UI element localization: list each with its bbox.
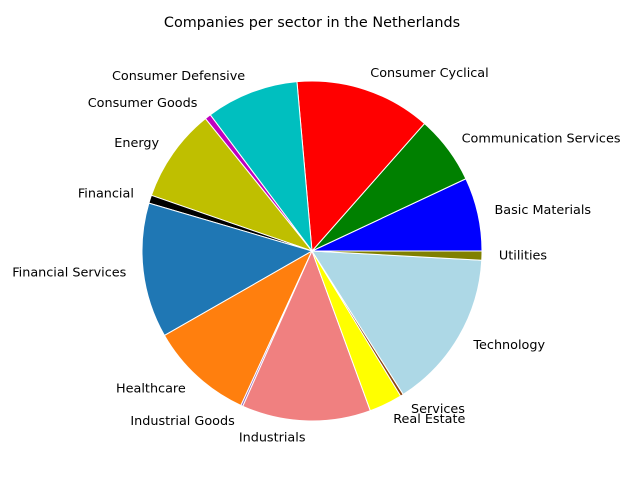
pie-label-financial: Financial bbox=[78, 187, 134, 202]
pie-label-services: Services bbox=[411, 402, 465, 417]
pie-label-basic-materials: Basic Materials bbox=[495, 203, 592, 218]
pie-label-industrial-goods: Industrial Goods bbox=[130, 414, 235, 429]
pie-slice-technology bbox=[311, 250, 483, 395]
pie-slice-energy bbox=[150, 118, 313, 252]
pie-slice-consumer-defensive bbox=[209, 81, 313, 252]
pie-label-communication-services: Communication Services bbox=[462, 131, 621, 146]
pie-slice-financial-services bbox=[141, 202, 313, 336]
pie-slices bbox=[141, 80, 483, 422]
pie-label-consumer-goods: Consumer Goods bbox=[88, 96, 198, 111]
pie-labels: Basic Materials Communication Services Con… bbox=[12, 66, 621, 446]
pie-slice-utilities bbox=[311, 250, 483, 261]
chart-title: Companies per sector in the Netherlands bbox=[164, 15, 460, 31]
pie-slice-healthcare bbox=[163, 250, 313, 406]
pie-label-energy: Energy bbox=[114, 136, 159, 151]
pie-label-consumer-defensive: Consumer Defensive bbox=[112, 69, 245, 84]
pie-label-utilities: Utilities bbox=[499, 249, 547, 264]
pie-slice-industrials bbox=[242, 250, 371, 422]
pie-label-real-estate: Real Estate bbox=[393, 412, 465, 427]
pie-label-financial-services: Financial Services bbox=[12, 265, 126, 280]
pie-label-industrials: Industrials bbox=[239, 430, 306, 445]
pie-label-healthcare: Healthcare bbox=[116, 382, 186, 397]
pie-slice-consumer-cyclical bbox=[296, 80, 425, 252]
pie-label-consumer-cyclical: Consumer Cyclical bbox=[370, 66, 488, 81]
pie-label-technology: Technology bbox=[472, 338, 545, 353]
